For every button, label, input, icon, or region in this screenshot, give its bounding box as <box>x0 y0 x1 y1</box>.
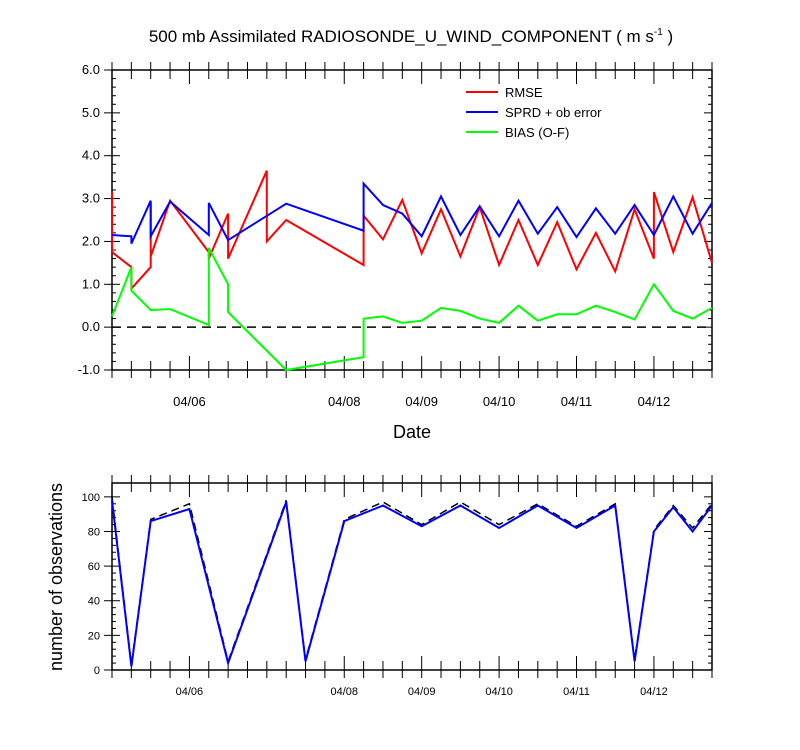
title-suffix: ) <box>663 27 673 46</box>
y-tick-label: 100 <box>82 492 100 504</box>
y-tick-label: 1.0 <box>82 276 100 291</box>
y-tick-label: 2.0 <box>82 233 100 248</box>
chart-title: 500 mb Assimilated RADIOSONDE_U_WIND_COM… <box>149 27 673 46</box>
x-tick-label: 04/08 <box>330 686 358 698</box>
y-axis-label: number of observations <box>46 483 66 671</box>
series-line-rmse <box>111 170 713 292</box>
y-tick-label: 4.0 <box>82 148 100 163</box>
legend: RMSE SPRD + ob error BIAS (O-F) <box>466 85 602 140</box>
x-tick-label: 04/10 <box>485 686 513 698</box>
y-tick-label: 6.0 <box>82 62 100 77</box>
y-tick-label: 5.0 <box>82 105 100 120</box>
observations-line-solid <box>111 500 713 667</box>
y-tick-label: 0 <box>94 665 100 677</box>
bottom-plot-frame <box>111 482 713 671</box>
title-text: 500 mb Assimilated RADIOSONDE_U_WIND_COM… <box>149 27 654 46</box>
bottom-ticks: 0 20 40 60 80 100 04/06 04/08 04/09 04/10 04/11 04/… <box>82 475 713 698</box>
title-unit-sup: -1 <box>654 27 663 38</box>
y-tick-label: 0.0 <box>82 319 100 334</box>
y-tick-label: 60 <box>88 561 100 573</box>
series-line-sprd-ob-error <box>111 181 713 245</box>
top-panel: -1.0 0.0 1.0 2.0 3.0 4.0 5.0 6.0 04/06 04/08 04/09… <box>78 62 713 442</box>
y-tick-label: 3.0 <box>82 191 100 206</box>
x-tick-label: 04/09 <box>405 394 438 409</box>
y-tick-label: 40 <box>88 596 100 608</box>
bottom-series-group <box>111 496 713 667</box>
x-tick-label: 04/11 <box>563 686 590 698</box>
x-tick-label: 04/12 <box>640 686 668 698</box>
x-tick-label: 04/06 <box>176 686 204 698</box>
y-tick-label: -1.0 <box>78 362 100 377</box>
x-tick-label: 04/12 <box>638 394 671 409</box>
x-tick-label: 04/10 <box>483 394 516 409</box>
top-series-group <box>111 170 713 372</box>
y-tick-label: 20 <box>88 630 100 642</box>
x-tick-label: 04/06 <box>173 394 206 409</box>
x-tick-label: 04/09 <box>408 686 436 698</box>
legend-label: BIAS (O-F) <box>505 125 569 140</box>
y-tick-label: 80 <box>88 526 100 538</box>
bottom-panel: 0 20 40 60 80 100 04/06 04/08 04/09 04/10 04/11 04/… <box>46 475 713 698</box>
legend-label: SPRD + ob error <box>505 105 602 120</box>
x-axis-label: Date <box>393 422 431 442</box>
top-plot-frame <box>111 69 713 371</box>
x-tick-label: 04/08 <box>328 394 361 409</box>
x-tick-label: 04/11 <box>561 394 593 409</box>
legend-label: RMSE <box>505 85 543 100</box>
series-line-bias-o-f- <box>111 247 713 372</box>
top-ticks: -1.0 0.0 1.0 2.0 3.0 4.0 5.0 6.0 04/06 04/08 04/09… <box>78 62 713 409</box>
